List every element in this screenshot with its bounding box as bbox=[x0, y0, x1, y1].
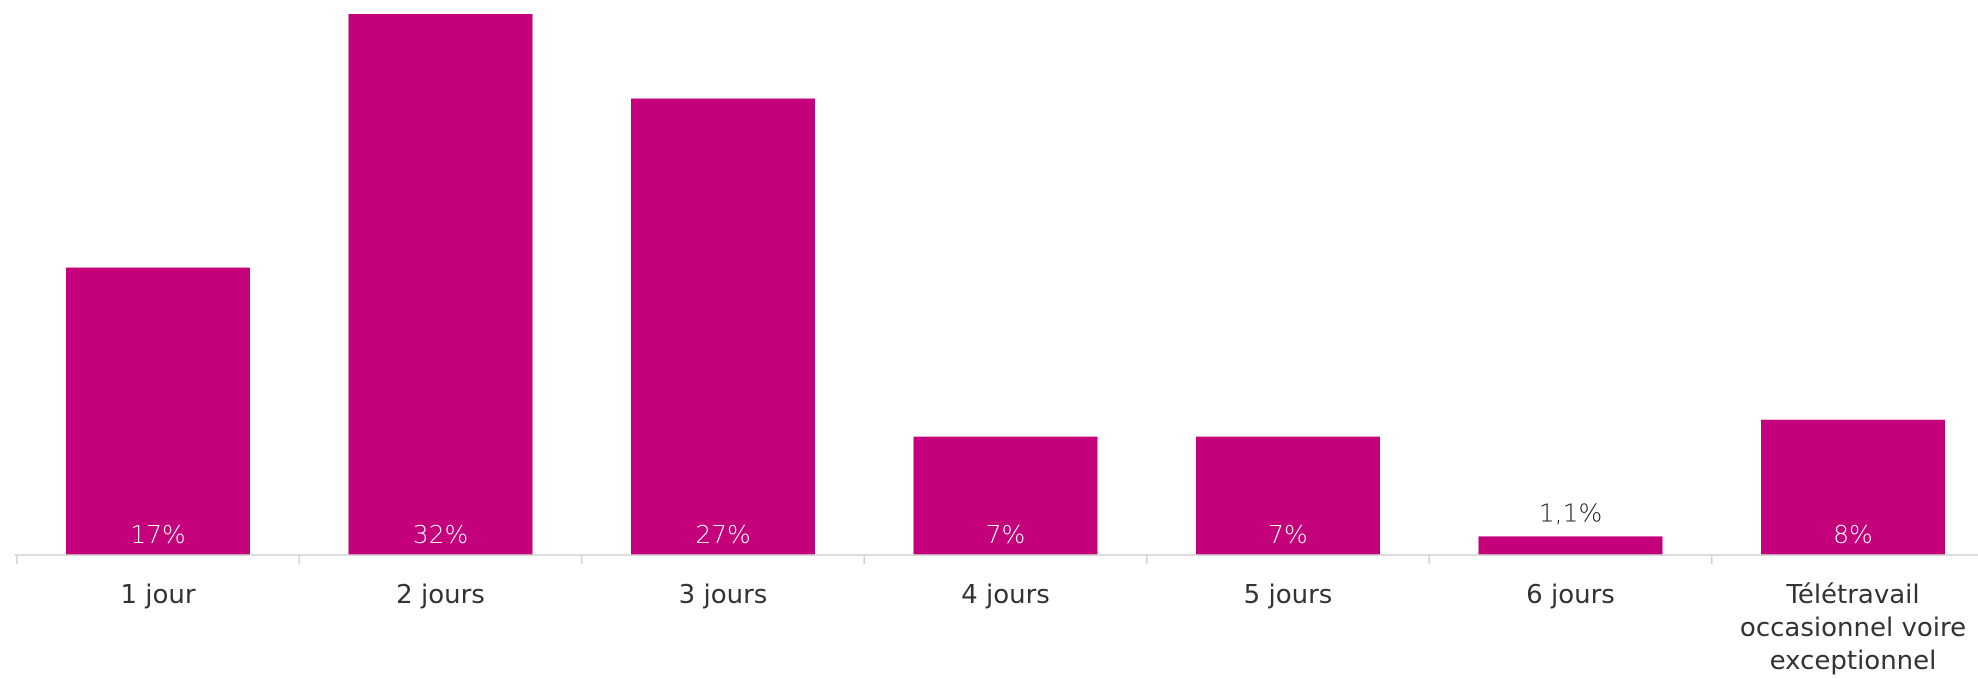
category-label: 2 jours bbox=[396, 580, 485, 610]
bar bbox=[631, 98, 815, 555]
category-label-line: 5 jours bbox=[1244, 580, 1333, 610]
data-label: 32% bbox=[413, 520, 469, 549]
x-axis-ticks bbox=[16, 555, 1713, 564]
category-label: 1 jour bbox=[120, 580, 195, 610]
bar bbox=[913, 436, 1098, 555]
category-label-line: occasionnel voire bbox=[1740, 613, 1966, 643]
bars-group bbox=[66, 14, 1945, 555]
category-label: 3 jours bbox=[679, 580, 768, 610]
category-labels-group: 1 jour 2 jours 3 jours 4 jours 5 jours 6 jour… bbox=[120, 580, 1966, 676]
data-label: 7% bbox=[986, 520, 1026, 549]
bar bbox=[66, 267, 250, 555]
data-labels-group: 17% 32% 27% 7% 7% 1,1% 8% bbox=[130, 498, 1873, 549]
category-label: 4 jours bbox=[961, 580, 1050, 610]
category-label-line: exceptionnel bbox=[1770, 646, 1937, 676]
category-label: Télétravail occasionnel voire exceptionnel bbox=[1740, 580, 1966, 676]
category-label-line: 3 jours bbox=[679, 580, 768, 610]
category-label: 6 jours bbox=[1526, 580, 1615, 610]
bar bbox=[1761, 419, 1945, 555]
data-label: 17% bbox=[130, 520, 186, 549]
bar bbox=[1196, 436, 1380, 555]
data-label: 8% bbox=[1833, 520, 1873, 549]
data-label: 27% bbox=[695, 520, 751, 549]
bar bbox=[1478, 536, 1663, 555]
category-label-line: 6 jours bbox=[1526, 580, 1615, 610]
category-label: 5 jours bbox=[1244, 580, 1333, 610]
category-label-line: 1 jour bbox=[120, 580, 195, 610]
category-label-line: 2 jours bbox=[396, 580, 485, 610]
bar bbox=[348, 14, 533, 555]
category-label-line: Télétravail bbox=[1785, 580, 1919, 610]
data-label: 1,1% bbox=[1539, 498, 1603, 527]
data-label: 7% bbox=[1268, 520, 1308, 549]
category-label-line: 4 jours bbox=[961, 580, 1050, 610]
